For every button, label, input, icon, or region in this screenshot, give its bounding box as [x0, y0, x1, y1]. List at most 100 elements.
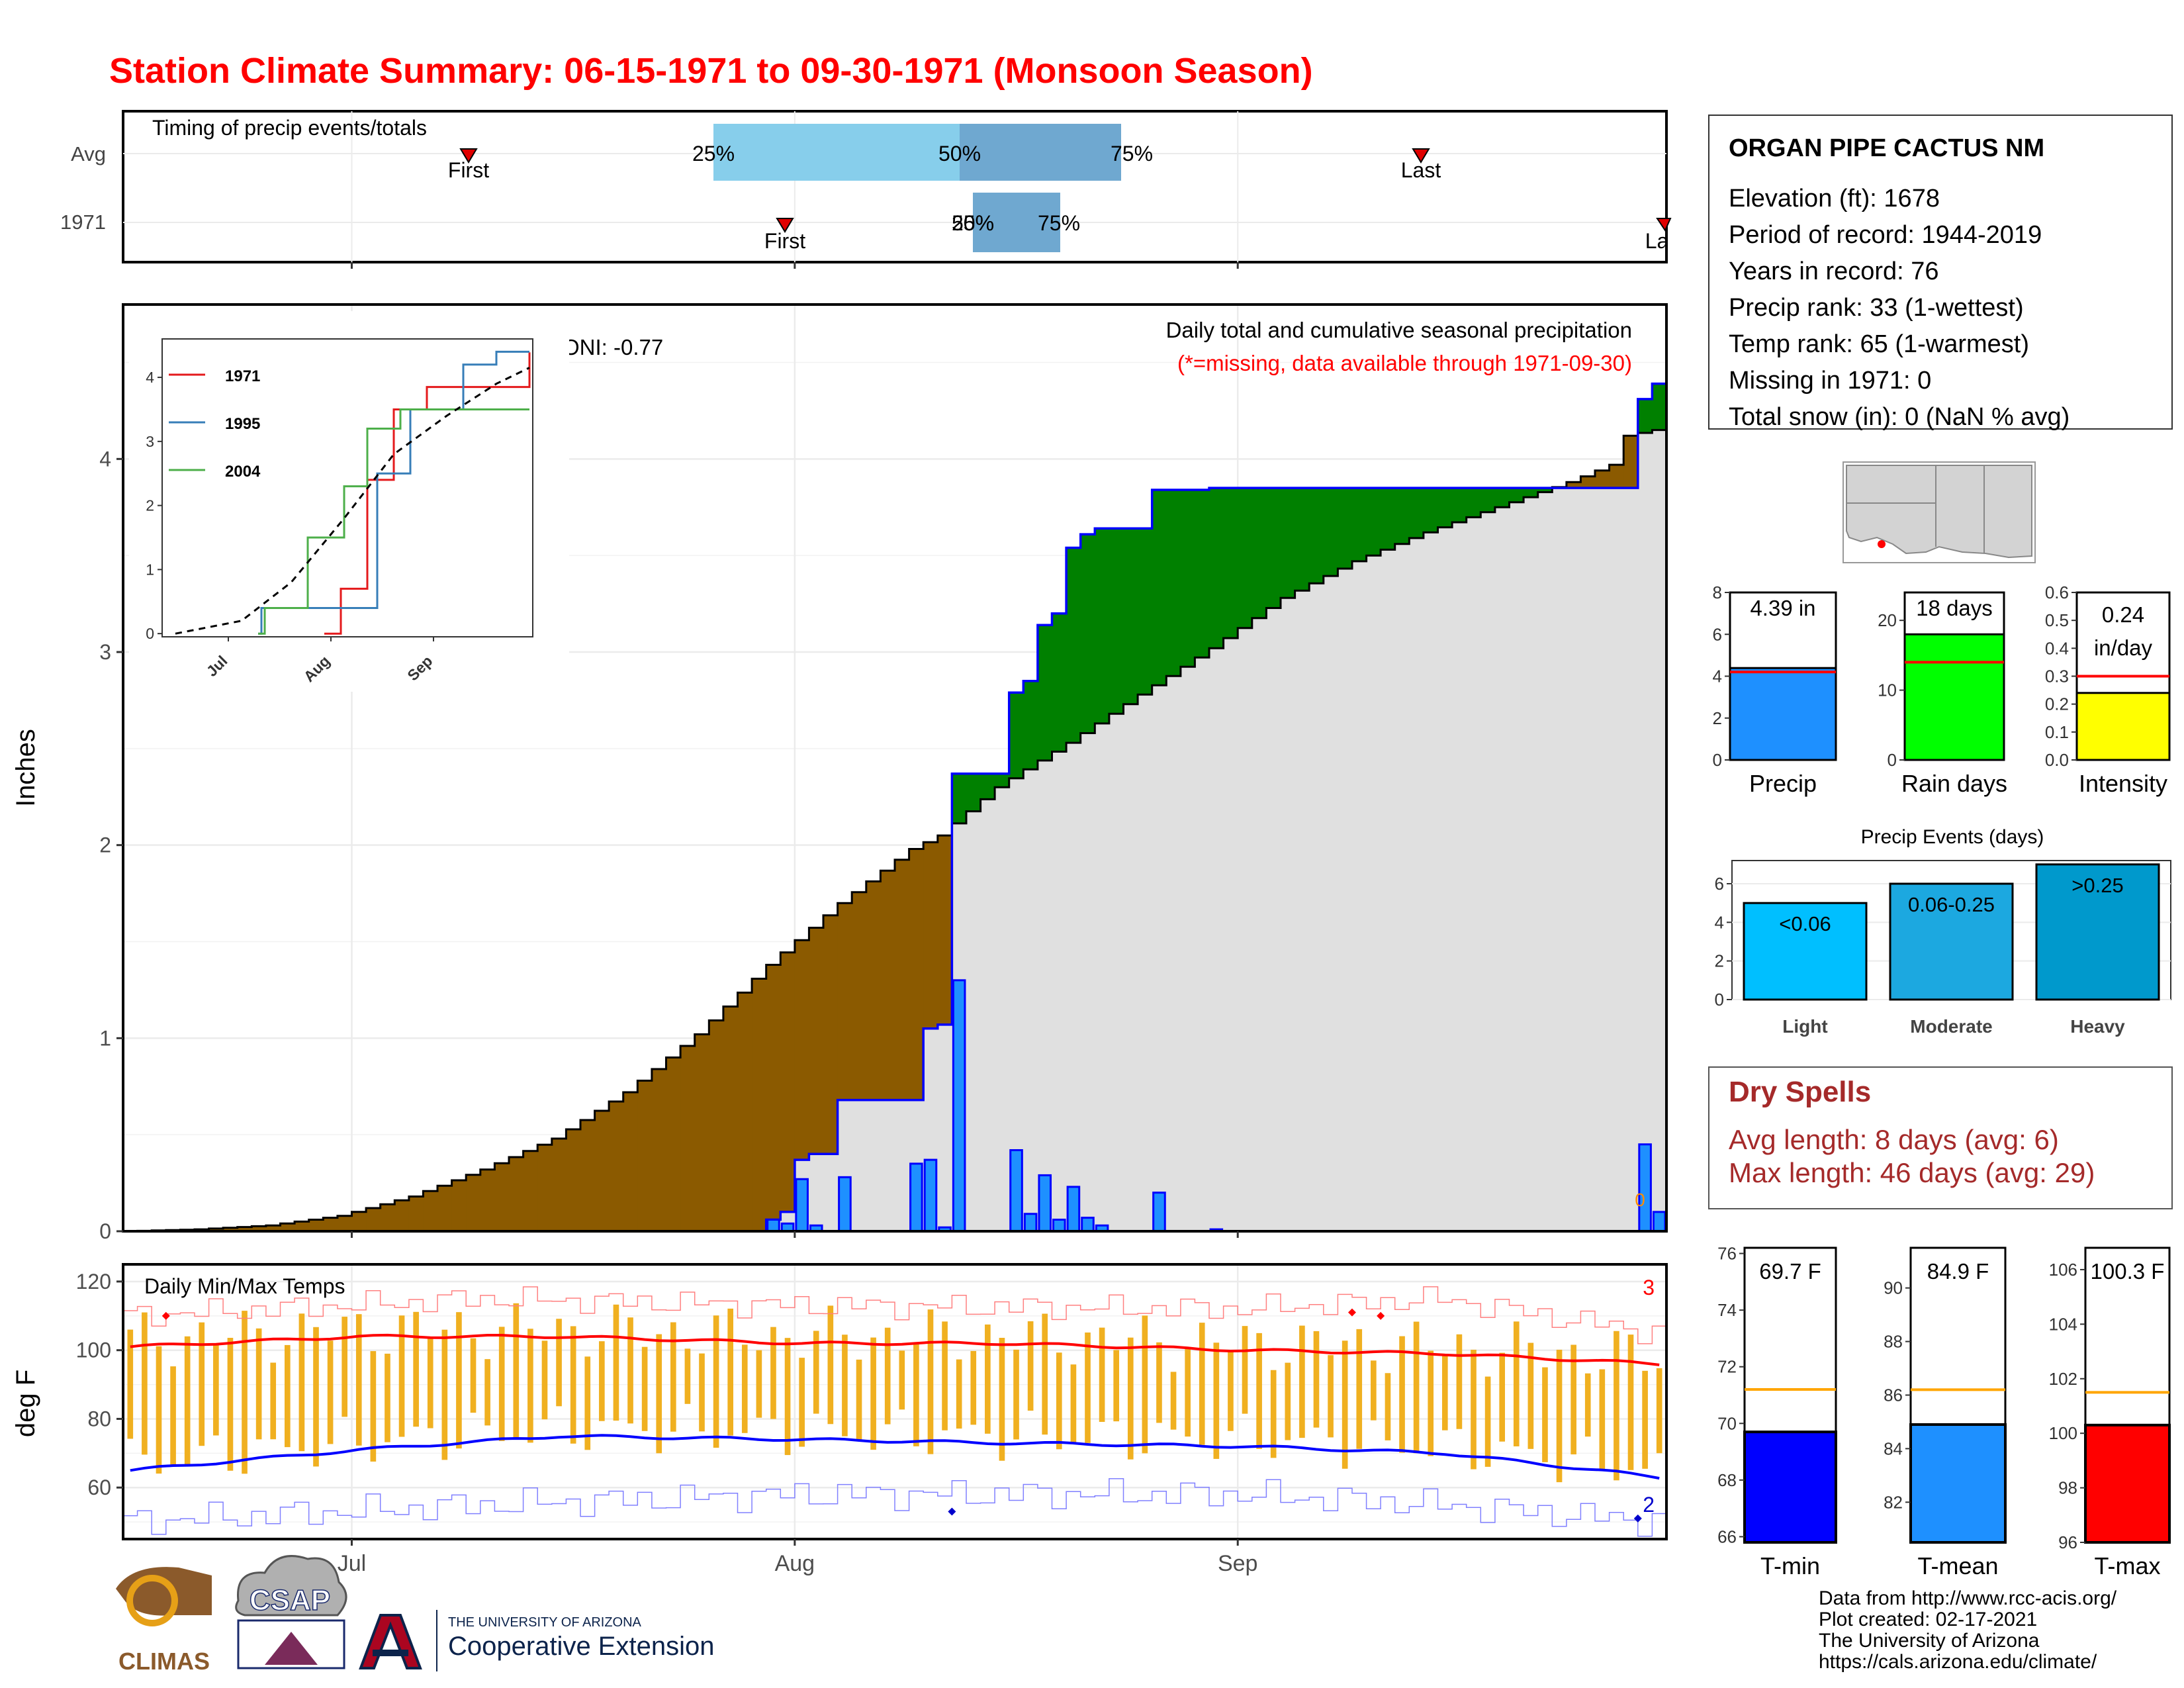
station-name: ORGAN PIPE CACTUS NM: [1729, 134, 2044, 162]
timing-1971-q50-q75-box: [973, 193, 1060, 252]
daily-temp-range-bar: [956, 1359, 962, 1429]
daily-temp-range-bar: [1371, 1360, 1377, 1421]
dry-spells-frame: [1708, 1066, 2173, 1209]
station-info-box: ORGAN PIPE CACTUS NM Elevation (ft): 167…: [1708, 115, 2173, 431]
temp-summary-label: T-max: [2094, 1552, 2160, 1579]
below-average-area: [637, 1080, 653, 1231]
daily-temp-range-bar: [1599, 1369, 1606, 1470]
temp-summary-label: T-min: [1760, 1552, 1820, 1579]
below-average-area: [680, 1046, 696, 1231]
cumulative-overlap-area: [1552, 488, 1567, 1231]
daily-temp-range-bar: [1342, 1340, 1348, 1469]
daily-temp-range-bar: [1441, 1355, 1448, 1430]
daily-temp-range-bar: [270, 1362, 277, 1440]
month-label: Sep: [1218, 1551, 1258, 1576]
intensity-value: 0.24: [2102, 602, 2144, 627]
daily-temp-range-bar: [1328, 1355, 1334, 1438]
daily-temp-range-bar: [1099, 1327, 1105, 1423]
daily-temp-range-bar: [827, 1305, 834, 1425]
below-average-area: [694, 1034, 709, 1231]
dry-spells-avg: Avg length: 8 days (avg: 6): [1729, 1124, 2059, 1155]
below-average-area: [937, 835, 952, 1025]
daily-temp-range-bar: [541, 1340, 548, 1420]
timing-row-avg-label: Avg: [71, 142, 106, 165]
summary-bar-y-tick-label: 20: [1878, 610, 1897, 630]
below-average-area: [823, 915, 839, 1154]
cumulative-overlap-area: [1281, 598, 1296, 1231]
csap-logo: CSAP: [235, 1555, 347, 1669]
csap-logo-cloud: [235, 1555, 347, 1617]
temp-panel-frame: [122, 1263, 1668, 1540]
above-average-area: [1095, 528, 1110, 724]
daily-temp-range-bar: [370, 1351, 377, 1462]
temp-summary-bars: 66 68 70 72 74 76 69.7 F T-min 82 84 86 88 90 84.9 F T…: [1717, 1244, 2171, 1579]
cumulative-overlap-area: [1123, 704, 1138, 1231]
summary-bar-intensity: [2075, 692, 2171, 761]
below-average-area: [737, 992, 752, 1231]
daily-temp-range-bar: [727, 1308, 734, 1436]
summary-bar-label: Intensity: [2079, 770, 2167, 797]
daily-temp-range-bar: [298, 1313, 305, 1452]
below-average-area: [580, 1120, 596, 1231]
credit-university: The University of Arizona: [1819, 1630, 2040, 1652]
station-years: Years in record: 76: [1729, 258, 1939, 285]
below-average-area: [451, 1180, 467, 1231]
above-average-area: [995, 773, 1010, 788]
daily-temp-range-bar: [385, 1353, 390, 1442]
below-average-area: [752, 978, 767, 1231]
above-average-area: [1281, 488, 1296, 598]
timing-panel: Timing of precip events/totals Avg 1971 …: [60, 110, 1672, 269]
record-high-line: [123, 1286, 1666, 1344]
cumulative-overlap-area: [1195, 657, 1210, 1231]
below-average-area: [537, 1145, 553, 1231]
daily-temp-range-bar: [1385, 1373, 1391, 1440]
station-period: Period of record: 1944-2019: [1729, 221, 2042, 249]
timing-avg-last-label: Last: [1401, 158, 1441, 182]
cumulative-overlap-area: [1494, 507, 1510, 1231]
below-average-area: [1595, 470, 1610, 489]
above-average-area: [1309, 488, 1324, 584]
inset-y-tick-label: 0: [146, 625, 154, 642]
daily-temp-range-bar: [1656, 1368, 1662, 1454]
temp-y-tick-label: 120: [76, 1270, 111, 1293]
events-category-label: Heavy: [2070, 1016, 2125, 1037]
cumulative-overlap-area: [1637, 432, 1653, 1231]
temp-summary-bar-t-max: [2084, 1423, 2171, 1544]
below-average-area: [809, 927, 824, 1154]
daily-temp-range-bar: [913, 1342, 919, 1446]
daily-temp-range-bar: [856, 1359, 862, 1440]
temp-summary-value: 100.3 F: [2091, 1259, 2165, 1284]
timing-1971-q25-label: 25%: [952, 211, 994, 235]
daily-temp-range-bar: [1042, 1313, 1048, 1435]
daily-temp-range-bar: [770, 1327, 776, 1419]
above-average-area: [1394, 488, 1410, 544]
below-average-area: [594, 1111, 610, 1231]
daily-precip-bar: [809, 1224, 823, 1231]
above-average-area: [1066, 547, 1081, 743]
daily-temp-range-bar: [1285, 1362, 1291, 1440]
temp-summary-y-tick-label: 100: [2049, 1423, 2077, 1443]
daily-precip-bar: [1081, 1217, 1095, 1231]
daily-temp-range-bar: [184, 1336, 191, 1466]
page-title: Station Climate Summary: 06-15-1971 to 0…: [109, 51, 1313, 91]
above-average-area: [1023, 680, 1038, 770]
timing-row-1971-label: 1971: [60, 211, 106, 234]
daily-temp-range-bar: [1213, 1342, 1220, 1459]
daily-temp-range-bar: [484, 1359, 490, 1426]
above-average-area: [1423, 488, 1439, 533]
daily-temp-range-bar: [313, 1327, 319, 1467]
above-average-area: [1037, 625, 1053, 761]
above-average-area: [952, 773, 967, 823]
below-average-area: [909, 849, 924, 1100]
precip-panel-frame: [122, 303, 1668, 1233]
credit-data-source: Data from http://www.rcc-acis.org/: [1819, 1587, 2117, 1609]
cumulative-overlap-area: [1437, 527, 1453, 1231]
daily-temp-range-bar: [1185, 1347, 1191, 1437]
cumulative-overlap-area: [1109, 714, 1124, 1231]
cumulative-overlap-area: [1066, 743, 1081, 1231]
daily-temp-range-bar: [684, 1348, 691, 1404]
cumulative-1971-line: [123, 382, 1666, 1231]
temp-y-tick-label: 60: [87, 1476, 111, 1499]
daily-temp-range-bar: [1056, 1352, 1062, 1450]
daily-temp-range-bar: [613, 1304, 619, 1421]
